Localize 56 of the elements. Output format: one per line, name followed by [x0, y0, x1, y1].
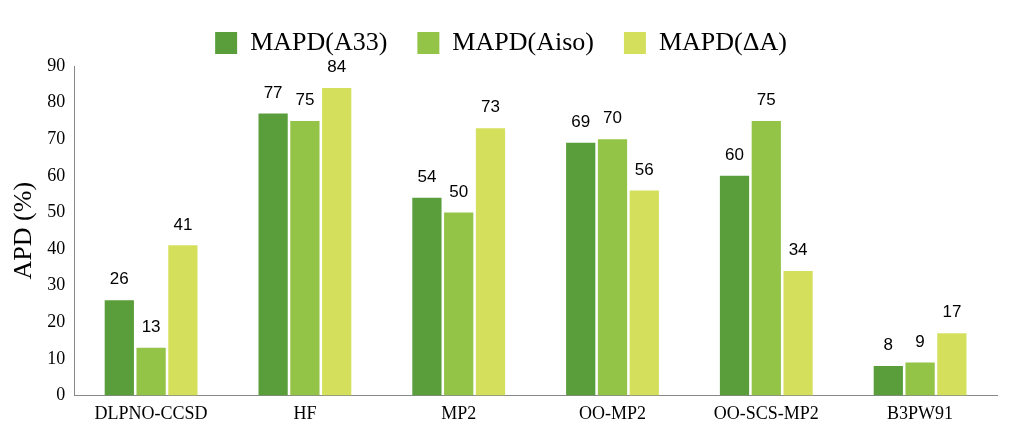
bar: [751, 120, 781, 396]
data-label: 34: [788, 240, 808, 260]
x-tick-label: MP2: [441, 402, 477, 423]
bar: [937, 333, 967, 396]
data-label: 56: [634, 159, 654, 179]
data-label: 84: [327, 57, 347, 77]
bar: [444, 212, 474, 396]
bar: [322, 87, 352, 396]
data-label: 13: [141, 317, 161, 337]
x-tick-label: HF: [293, 402, 317, 423]
bar: [597, 139, 628, 396]
data-label: 75: [295, 90, 315, 110]
y-tick-label: 70: [47, 127, 66, 148]
data-label: 70: [603, 108, 622, 128]
bar: [905, 362, 935, 396]
y-tick-label: 0: [56, 384, 66, 405]
y-tick-label: 80: [47, 91, 66, 112]
data-label: 41: [173, 214, 193, 234]
bar: [258, 113, 288, 396]
x-tick-label: B3PW91: [887, 402, 954, 423]
bar: [104, 300, 134, 396]
bar: [475, 128, 506, 396]
data-label: 8: [883, 335, 894, 355]
y-axis-title: APD (%): [8, 181, 38, 280]
data-label: 77: [263, 82, 283, 102]
x-tick-label: OO-MP2: [578, 402, 647, 423]
bar: [566, 142, 596, 396]
bar: [168, 245, 198, 396]
data-label: 73: [481, 97, 500, 117]
y-tick-label: 40: [47, 237, 66, 258]
y-tick-label: 60: [47, 164, 66, 185]
data-label: 69: [571, 112, 591, 132]
legend-label: MAPD(A33): [250, 26, 388, 56]
data-label: 26: [109, 269, 129, 289]
y-tick-label: 30: [47, 274, 66, 295]
legend-label: MAPD(ΔA): [658, 26, 787, 56]
data-label: 9: [915, 331, 925, 351]
data-label: 54: [417, 166, 437, 186]
data-label: 60: [725, 144, 744, 164]
y-tick-label: 90: [47, 54, 66, 75]
bar: [873, 366, 903, 396]
x-tick-label: OO-SCS-MP2: [713, 402, 819, 423]
legend-label: MAPD(Aiso): [452, 26, 594, 56]
y-tick-label: 10: [47, 347, 66, 368]
bar: [412, 197, 442, 396]
bar: [783, 270, 813, 396]
y-tick-label: 20: [47, 310, 66, 331]
data-label: 17: [942, 302, 962, 322]
data-label: 50: [449, 181, 469, 201]
y-tick-label: 50: [47, 201, 66, 222]
bar: [719, 175, 750, 396]
bar: [290, 120, 320, 396]
bar: [136, 347, 166, 396]
data-label: 75: [756, 90, 776, 110]
bar: [629, 190, 659, 396]
x-tick-label: DLPNO-CCSD: [94, 402, 208, 423]
